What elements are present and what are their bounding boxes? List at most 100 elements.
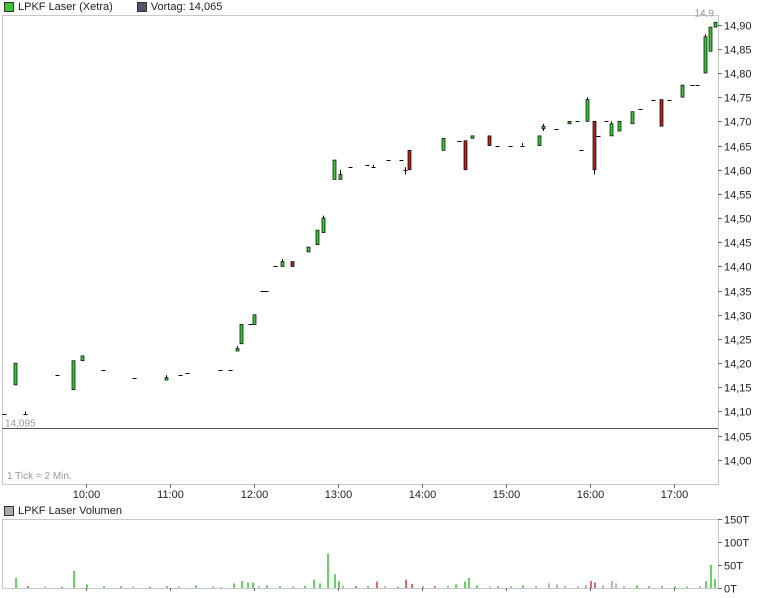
volume-bar: [405, 579, 407, 588]
volume-bar: [455, 584, 457, 588]
time-tick-label: 15:00: [493, 489, 521, 501]
candle: [630, 111, 635, 125]
candle-body: [80, 355, 85, 362]
candle: [290, 261, 295, 267]
volume-bar: [615, 583, 617, 588]
candle: [463, 140, 468, 171]
price-legend: LPKF Laser (Xetra) Vortag: 14,065: [4, 0, 222, 14]
candle: [508, 146, 513, 147]
price-tick-label: 14,60: [724, 166, 752, 178]
volume-bar: [611, 581, 613, 588]
volume-bar: [327, 553, 329, 588]
candle-body: [239, 324, 244, 345]
candle-body: [541, 125, 546, 129]
candle: [407, 150, 412, 171]
volume-bar: [699, 586, 701, 588]
candle: [651, 100, 656, 101]
candle: [592, 121, 597, 175]
volume-bar: [422, 586, 424, 588]
candle-body: [680, 84, 685, 98]
volume-bar: [44, 586, 46, 588]
volume-bar: [313, 579, 315, 588]
candle: [708, 26, 713, 52]
candle-body: [708, 26, 713, 52]
candle: [537, 135, 542, 146]
time-tick-label: 13:00: [325, 489, 353, 501]
volume-bar: [594, 582, 596, 588]
volume-bar: [279, 586, 281, 588]
candle-body: [321, 217, 326, 233]
candle-body: [290, 261, 295, 267]
candle-body: [567, 121, 572, 125]
volume-bar: [166, 586, 168, 588]
price-tick-label: 14,85: [724, 45, 752, 57]
candle: [306, 246, 311, 253]
volume-bar: [73, 570, 75, 588]
volume-bar: [411, 583, 413, 588]
candle: [567, 121, 572, 125]
candle-body: [315, 229, 320, 246]
candle: [617, 121, 622, 132]
volume-bar: [86, 584, 88, 588]
volume-bar: [397, 586, 399, 588]
volume-bar: [132, 586, 134, 588]
candle: [80, 355, 85, 362]
candle-body: [252, 314, 257, 325]
candle-body: [703, 36, 708, 74]
volume-bar: [510, 586, 512, 588]
candle-body: [71, 360, 76, 391]
volume-bar: [674, 586, 676, 588]
candle: [239, 324, 244, 345]
candle: [235, 346, 240, 352]
price-tick-label: 14,80: [724, 69, 752, 81]
volume-bar: [376, 581, 378, 588]
candle: [470, 135, 475, 139]
price-tick-label: 14,50: [724, 214, 752, 226]
candle-body: [338, 174, 343, 180]
price-tick-label: 14,00: [724, 456, 752, 468]
volume-bar: [535, 585, 537, 588]
last-value-label: 14,9: [695, 8, 715, 19]
volume-bar: [705, 581, 707, 588]
volume-bar: [120, 586, 122, 588]
volume-bar: [338, 581, 340, 588]
candle: [338, 169, 343, 180]
price-tick-label: 14,40: [724, 262, 752, 274]
volume-bar: [258, 586, 260, 588]
volume-legend-label: LPKF Laser Volumen: [18, 505, 122, 517]
volume-bar: [564, 585, 566, 588]
price-tick-label: 14,10: [724, 407, 752, 419]
candle: [713, 21, 718, 28]
time-tick-label: 14:00: [409, 489, 437, 501]
volume-bar: [103, 586, 105, 588]
volume-bar: [195, 585, 197, 588]
candle: [703, 34, 708, 74]
volume-bar: [636, 585, 638, 588]
series-swatch: [4, 2, 14, 12]
volume-bar: [233, 583, 235, 588]
volume-bar: [661, 585, 663, 588]
candle: [164, 375, 169, 381]
volume-bar: [522, 585, 524, 588]
volume-bar: [602, 585, 604, 588]
volume-bar: [252, 582, 254, 588]
candle: [541, 123, 546, 132]
candle: [321, 215, 326, 233]
volume-bar: [464, 581, 466, 588]
time-tick-label: 10:00: [73, 489, 101, 501]
candle-body: [470, 135, 475, 139]
volume-bar: [27, 586, 29, 588]
volume-tick-label: 100T: [724, 538, 749, 550]
candle: [680, 84, 685, 98]
previous-close-label: Vortag: 14,065: [150, 1, 223, 13]
candle: [13, 362, 18, 386]
candle: [596, 136, 601, 137]
price-tick-label: 14,70: [724, 117, 752, 129]
candle: [2, 414, 7, 415]
candle-body: [407, 150, 412, 171]
candle: [554, 129, 559, 130]
candle: [667, 100, 672, 101]
price-tick-label: 14,90: [724, 21, 752, 33]
candle-body: [609, 123, 614, 137]
volume-bar: [220, 587, 222, 588]
